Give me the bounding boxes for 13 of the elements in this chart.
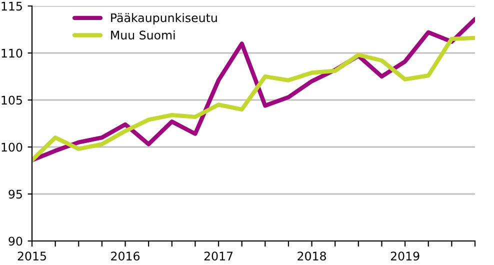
legend-label: Pääkaupunkiseutu: [111, 13, 217, 25]
x-tick-label: 2016: [111, 252, 140, 261]
y-tick-label: 95: [8, 190, 22, 199]
y-tick-label: 90: [8, 236, 22, 246]
x-tick-label: 2019: [390, 252, 420, 261]
y-tick-label: 110: [2, 48, 22, 58]
legend-label: Muu Suomi: [111, 30, 175, 40]
y-tick-label: 100: [2, 142, 22, 152]
y-tick-label: 105: [2, 96, 22, 105]
x-tick-label: 2017: [204, 252, 233, 261]
y-tick-label: 115: [2, 2, 22, 11]
x-tick-label: 2018: [298, 252, 326, 261]
x-tick-label: 2015: [18, 252, 46, 261]
